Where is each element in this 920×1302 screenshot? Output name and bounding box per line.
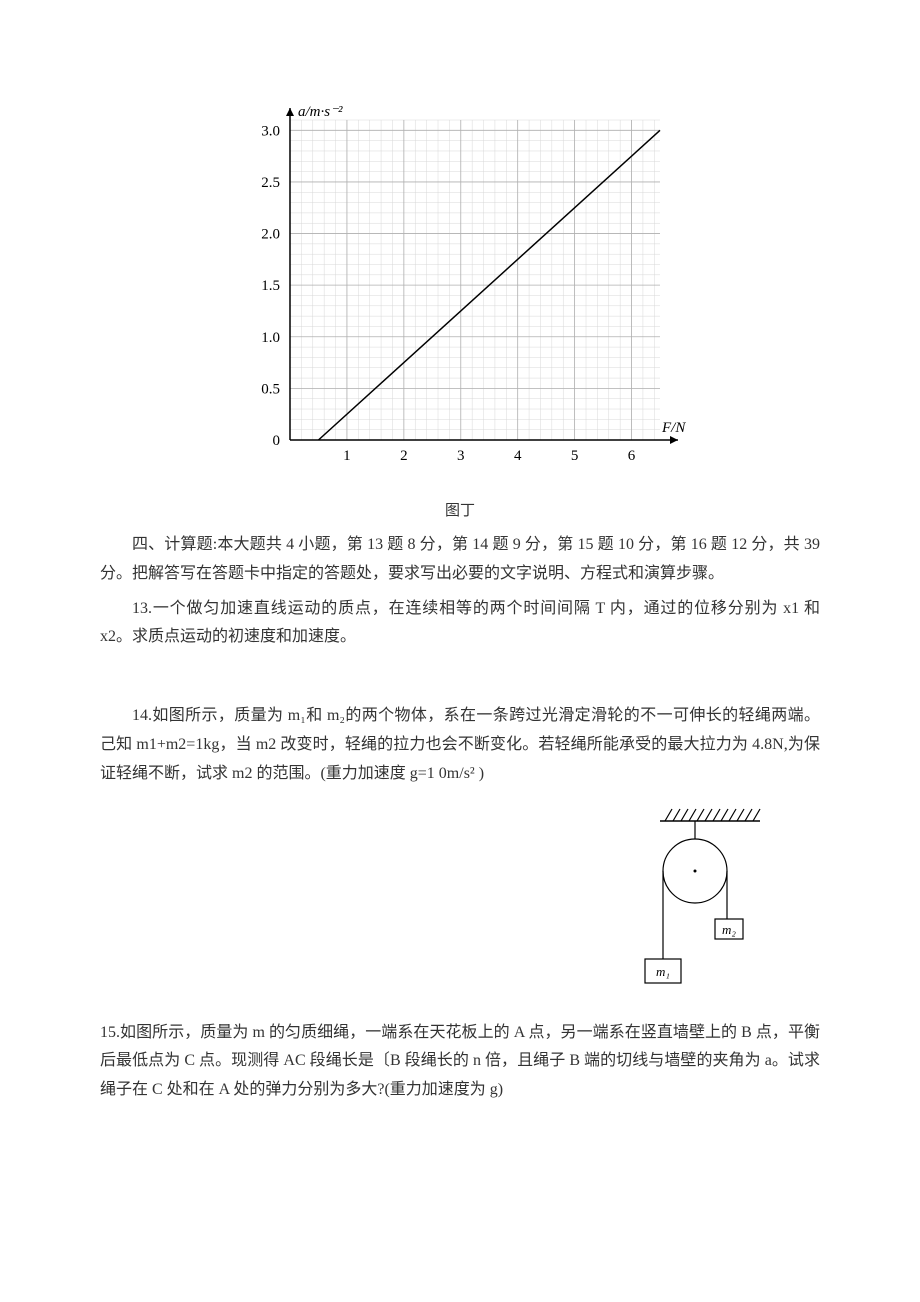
svg-text:3: 3	[457, 448, 465, 464]
question-14: 14.如图所示，质量为 m₁和 m₂的两个物体，系在一条跨过光滑定滑轮的不一可伸…	[100, 702, 820, 788]
svg-text:1: 1	[343, 448, 351, 464]
chart-container: 1 2 3 4 5 6 0 0.5 1.0 1.5 2.0 2.5 3.0 a/m·s⁻² F/N	[100, 100, 820, 480]
q14-figure-svg: m₁ m₂	[620, 799, 770, 989]
svg-text:0: 0	[273, 433, 281, 449]
svg-text:F/N: F/N	[661, 420, 686, 436]
chart-caption: 图丁	[100, 498, 820, 525]
svg-text:3.0: 3.0	[261, 123, 280, 139]
svg-text:1.5: 1.5	[261, 278, 280, 294]
svg-text:1.0: 1.0	[261, 330, 280, 346]
question-13: 13.一个做匀加速直线运动的质点，在连续相等的两个时间间隔 T 内，通过的位移分…	[100, 595, 820, 653]
svg-text:a/m·s⁻²: a/m·s⁻²	[298, 104, 343, 120]
svg-text:2: 2	[400, 448, 408, 464]
svg-text:6: 6	[628, 448, 636, 464]
svg-text:0.5: 0.5	[261, 381, 280, 397]
svg-text:2.0: 2.0	[261, 227, 280, 243]
svg-text:4: 4	[514, 448, 522, 464]
svg-text:2.5: 2.5	[261, 175, 280, 191]
q14-figure-container: m₁ m₂	[100, 799, 820, 989]
svg-text:5: 5	[571, 448, 579, 464]
svg-text:m₁: m₁	[656, 964, 670, 979]
question-15: 15.如图所示，质量为 m 的匀质细绳，一端系在天花板上的 A 点，另一端系在竖…	[100, 1019, 820, 1105]
section-heading: 四、计算题:本大题共 4 小题，第 13 题 8 分，第 14 题 9 分，第 …	[100, 531, 820, 589]
chart-svg: 1 2 3 4 5 6 0 0.5 1.0 1.5 2.0 2.5 3.0 a/m·s⁻² F/N	[230, 100, 690, 480]
svg-text:m₂: m₂	[722, 922, 736, 937]
